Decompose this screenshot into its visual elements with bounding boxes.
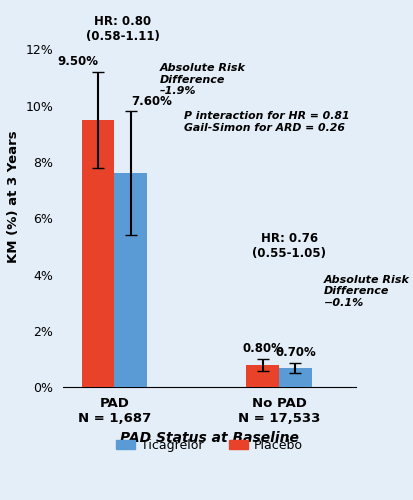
- Text: P interaction for HR = 0.81
Gail-Simon for ARD = 0.26: P interaction for HR = 0.81 Gail-Simon f…: [184, 111, 349, 133]
- Text: 7.60%: 7.60%: [131, 95, 171, 108]
- Text: Absolute Risk
Difference
–1.9%: Absolute Risk Difference –1.9%: [159, 64, 245, 96]
- Text: 9.50%: 9.50%: [57, 56, 98, 68]
- Bar: [81, 120, 114, 388]
- Bar: [114, 173, 147, 388]
- Text: HR: 0.80
(0.58-1.11): HR: 0.80 (0.58-1.11): [85, 16, 159, 44]
- Text: Absolute Risk
Difference
−0.1%: Absolute Risk Difference −0.1%: [323, 274, 409, 308]
- X-axis label: PAD Status at Baseline: PAD Status at Baseline: [120, 430, 298, 444]
- Text: 0.70%: 0.70%: [274, 346, 315, 359]
- Legend: Ticagrelor, Placebo: Ticagrelor, Placebo: [111, 434, 307, 457]
- Text: 0.80%: 0.80%: [242, 342, 282, 355]
- Bar: [278, 368, 311, 388]
- Bar: [245, 365, 278, 388]
- Text: HR: 0.76
(0.55-1.05): HR: 0.76 (0.55-1.05): [252, 232, 325, 260]
- Y-axis label: KM (%) at 3 Years: KM (%) at 3 Years: [7, 131, 20, 264]
